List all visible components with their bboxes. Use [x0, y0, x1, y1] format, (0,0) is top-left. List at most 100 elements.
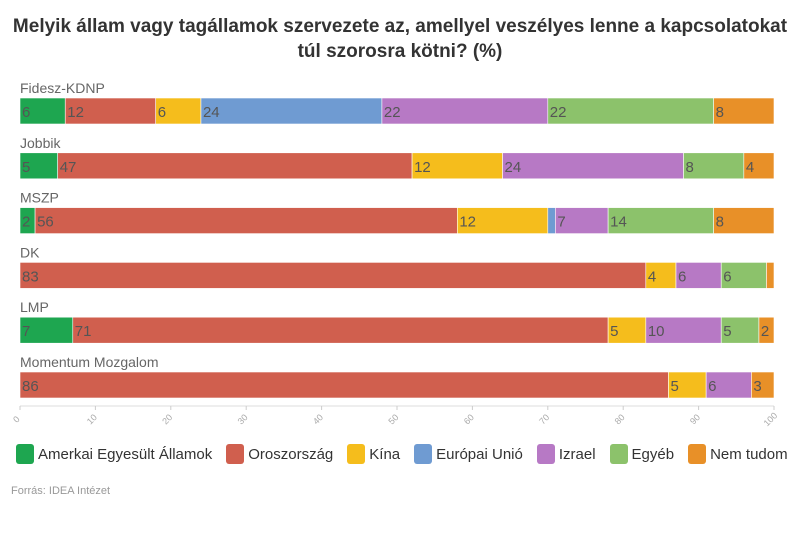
- legend-item[interactable]: Kína: [347, 444, 400, 464]
- data-label: 56: [37, 214, 54, 231]
- source-note: Forrás: IDEA Intézet: [11, 485, 111, 497]
- bar-segment: [668, 371, 707, 399]
- x-tick-label: 40: [311, 412, 325, 426]
- bar-segment: [713, 207, 775, 234]
- x-tick-label: 70: [537, 412, 551, 426]
- legend-item[interactable]: Amerkai Egyesült Államok: [16, 444, 212, 464]
- bar-segment: [607, 316, 647, 344]
- bar-segment: [502, 152, 684, 180]
- data-label: 3: [753, 378, 761, 395]
- legend-item[interactable]: Oroszország: [226, 444, 333, 464]
- legend-label: Nem tudom: [710, 445, 788, 463]
- bar-segment: [457, 207, 549, 234]
- data-label: 12: [67, 104, 84, 121]
- bar-segment: [675, 262, 722, 289]
- data-label: 22: [384, 104, 401, 121]
- data-label: 7: [557, 214, 565, 231]
- data-label: 86: [22, 378, 39, 395]
- bar-segment: [72, 316, 609, 344]
- bar-segment: [645, 262, 677, 289]
- legend-swatch: [609, 444, 628, 464]
- x-tick-label: 60: [462, 412, 476, 426]
- bar-segment: [19, 97, 66, 125]
- data-label: 47: [60, 159, 77, 176]
- data-label: 5: [670, 378, 678, 395]
- bar-segment: [19, 262, 647, 289]
- data-label: 2: [761, 323, 769, 340]
- data-label: 6: [678, 268, 686, 285]
- data-label: 6: [22, 104, 30, 121]
- legend-label: Kína: [369, 445, 401, 463]
- legend-swatch: [536, 444, 555, 464]
- bar-segment: [19, 371, 669, 399]
- legend-swatch: [688, 444, 707, 464]
- bar-segment: [555, 207, 609, 234]
- x-tick-label: 50: [386, 412, 400, 426]
- x-tick-label: 10: [85, 412, 99, 426]
- bar-segment: [200, 97, 383, 125]
- bar-segment: [743, 152, 775, 180]
- x-tick-label: 80: [613, 412, 627, 426]
- bar-segment: [381, 97, 549, 125]
- legend-label: Izrael: [558, 445, 596, 463]
- bar-segment: [720, 262, 767, 289]
- bar-segment: [683, 152, 745, 180]
- legend-item[interactable]: Izrael: [536, 444, 596, 464]
- x-tick-label: 90: [688, 412, 702, 426]
- data-label: 14: [610, 214, 627, 231]
- bar-segment: [19, 152, 59, 180]
- x-tick-label: 100: [762, 410, 780, 428]
- data-label: 4: [648, 268, 656, 285]
- legend-label: Amerkai Egyesült Államok: [38, 445, 213, 463]
- data-label: 10: [648, 323, 665, 340]
- bar-segment: [547, 97, 714, 125]
- legend-item[interactable]: Nem tudom: [688, 444, 788, 464]
- data-label: 8: [686, 159, 694, 176]
- bar-segment: [34, 207, 458, 234]
- bar-segment: [705, 371, 752, 399]
- x-tick-label: 20: [160, 412, 174, 426]
- data-label: 24: [203, 104, 220, 121]
- category-label: Fidesz-KDNP: [20, 80, 105, 96]
- legend-swatch: [414, 444, 433, 464]
- data-label: 12: [459, 214, 476, 231]
- bar-segment: [547, 207, 556, 234]
- legend-label: Oroszország: [248, 445, 334, 463]
- data-label: 2: [22, 214, 30, 231]
- bar-segment: [411, 152, 503, 180]
- data-label: 5: [723, 323, 731, 340]
- data-label: 24: [505, 159, 522, 176]
- bar-segment: [607, 207, 714, 234]
- data-label: 7: [22, 323, 30, 340]
- category-label: MSZP: [20, 190, 59, 206]
- data-label: 4: [746, 159, 754, 176]
- category-label: LMP: [20, 299, 49, 315]
- data-label: 6: [158, 104, 166, 121]
- bar-segment: [57, 152, 413, 180]
- data-label: 22: [550, 104, 567, 121]
- data-label: 6: [708, 378, 716, 395]
- data-label: 8: [716, 104, 724, 121]
- data-label: 8: [716, 214, 724, 231]
- data-label: 6: [723, 268, 731, 285]
- x-tick-label: 30: [236, 412, 250, 426]
- data-label: 5: [22, 159, 30, 176]
- x-tick-label: 0: [11, 414, 22, 425]
- category-label: DK: [20, 244, 40, 260]
- legend-swatch: [16, 444, 34, 464]
- data-label: 83: [22, 268, 39, 285]
- bar-segment: [19, 316, 74, 344]
- bar-segment: [713, 97, 775, 125]
- legend: Amerkai Egyesült Államok Oroszország Kína E…: [16, 444, 788, 464]
- category-label: Momentum Mozgalom: [20, 354, 159, 370]
- data-label: 71: [75, 323, 92, 340]
- legend-item[interactable]: Európai Unió: [414, 444, 523, 464]
- legend-swatch: [226, 444, 245, 464]
- bar-segment: [720, 316, 760, 344]
- legend-label: Egyéb: [631, 445, 675, 463]
- bar-segment: [155, 97, 202, 125]
- legend-item[interactable]: Egyéb: [609, 444, 675, 464]
- data-label: 5: [610, 323, 618, 340]
- legend-label: Európai Unió: [436, 445, 523, 463]
